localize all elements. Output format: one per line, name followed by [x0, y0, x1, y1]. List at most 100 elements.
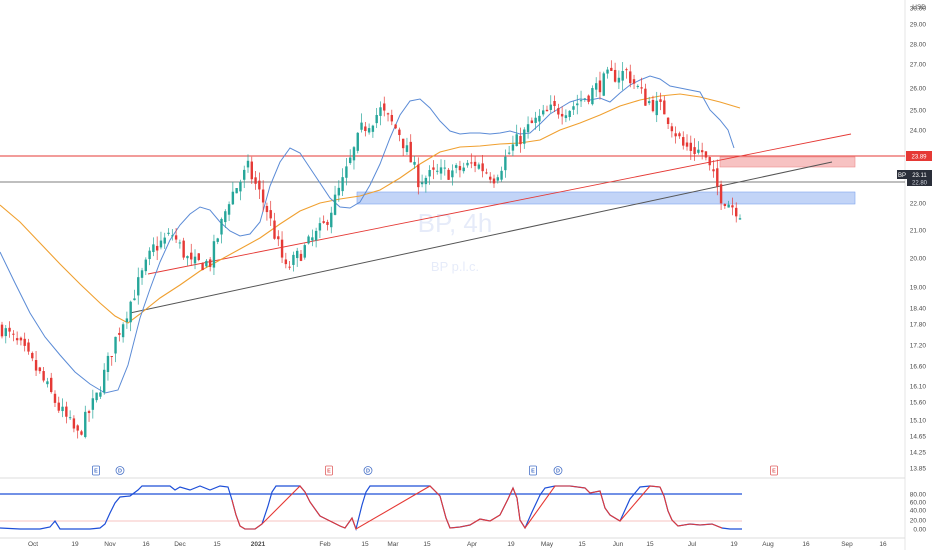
candle[interactable] [424, 175, 428, 193]
candle[interactable] [167, 228, 170, 236]
candle[interactable] [360, 113, 363, 133]
candle[interactable] [405, 137, 409, 156]
candle[interactable] [57, 396, 60, 413]
candle[interactable] [542, 104, 545, 117]
candle[interactable] [296, 247, 299, 267]
candle[interactable] [670, 122, 674, 138]
candle[interactable] [602, 71, 605, 97]
candle[interactable] [269, 200, 272, 226]
candle[interactable] [576, 94, 579, 115]
candle[interactable] [644, 83, 647, 106]
candle[interactable] [466, 159, 469, 168]
candlestick-series[interactable] [0, 60, 742, 439]
candle[interactable] [545, 105, 549, 112]
candle[interactable] [606, 66, 609, 79]
candle[interactable] [526, 116, 530, 139]
candle[interactable] [481, 154, 484, 178]
candle[interactable] [594, 77, 598, 97]
candle[interactable] [451, 164, 454, 186]
candle[interactable] [443, 159, 446, 176]
candle[interactable] [629, 64, 632, 88]
candle[interactable] [564, 109, 568, 123]
candle[interactable] [557, 103, 560, 119]
candle[interactable] [280, 231, 284, 264]
candle[interactable] [133, 289, 136, 301]
candle[interactable] [568, 110, 571, 121]
candle[interactable] [46, 377, 49, 388]
candle[interactable] [118, 327, 121, 342]
candle[interactable] [534, 111, 537, 130]
candle[interactable] [523, 127, 526, 149]
candle[interactable] [68, 410, 72, 420]
candle[interactable] [386, 112, 390, 122]
candle[interactable] [303, 243, 306, 260]
candle[interactable] [178, 239, 182, 249]
candle[interactable] [307, 234, 310, 245]
candle[interactable] [15, 331, 19, 345]
candle[interactable] [205, 258, 208, 268]
candle[interactable] [345, 158, 348, 186]
candle[interactable] [212, 234, 216, 276]
candle[interactable] [625, 67, 628, 79]
candle[interactable] [549, 95, 552, 113]
candle[interactable] [663, 96, 666, 115]
candle[interactable] [258, 172, 261, 199]
candle[interactable] [731, 197, 734, 216]
candle[interactable] [390, 109, 394, 126]
candle[interactable] [333, 185, 337, 216]
dividend-badge[interactable]: D [363, 466, 373, 475]
candle[interactable] [246, 154, 250, 173]
candle[interactable] [106, 352, 110, 381]
earnings-badge[interactable]: E [770, 465, 778, 476]
candle[interactable] [227, 201, 231, 221]
candle[interactable] [299, 250, 303, 262]
candle[interactable] [34, 350, 38, 376]
earnings-badge[interactable]: E [529, 465, 537, 476]
candle[interactable] [379, 101, 382, 126]
candle[interactable] [647, 96, 651, 106]
candle[interactable] [538, 109, 541, 131]
dividend-badge[interactable]: D [115, 466, 125, 475]
candle[interactable] [265, 202, 269, 221]
candle[interactable] [121, 322, 125, 343]
candle[interactable] [492, 174, 496, 188]
candle[interactable] [174, 228, 178, 244]
candle[interactable] [723, 203, 727, 209]
candle[interactable] [693, 138, 696, 161]
candle[interactable] [560, 106, 564, 125]
candle[interactable] [277, 230, 280, 247]
candle[interactable] [507, 145, 511, 155]
candle[interactable] [591, 85, 594, 106]
candle[interactable] [23, 332, 26, 352]
candle[interactable] [655, 91, 658, 123]
candle[interactable] [394, 123, 397, 130]
candle[interactable] [496, 174, 499, 184]
candle[interactable] [50, 372, 53, 394]
candle[interactable] [462, 162, 465, 174]
candle[interactable] [91, 389, 95, 419]
candle[interactable] [511, 135, 515, 157]
candle[interactable] [261, 180, 265, 212]
candle[interactable] [583, 97, 587, 102]
candle[interactable] [201, 262, 204, 271]
candle[interactable] [530, 117, 534, 124]
candle[interactable] [99, 386, 102, 399]
candle[interactable] [273, 212, 276, 240]
candle[interactable] [640, 77, 643, 94]
candle[interactable] [685, 134, 689, 151]
candle[interactable] [485, 168, 488, 175]
candle[interactable] [659, 92, 662, 111]
candle[interactable] [235, 187, 238, 194]
candle[interactable] [220, 217, 223, 244]
candle[interactable] [87, 409, 91, 422]
candle[interactable] [458, 160, 462, 178]
candle[interactable] [439, 159, 443, 180]
candle[interactable] [579, 90, 583, 107]
candle[interactable] [417, 157, 420, 195]
candle[interactable] [621, 62, 624, 91]
candle[interactable] [716, 159, 719, 196]
candle[interactable] [38, 366, 42, 374]
candle[interactable] [27, 338, 30, 355]
candle[interactable] [208, 257, 212, 272]
candle[interactable] [76, 424, 79, 439]
